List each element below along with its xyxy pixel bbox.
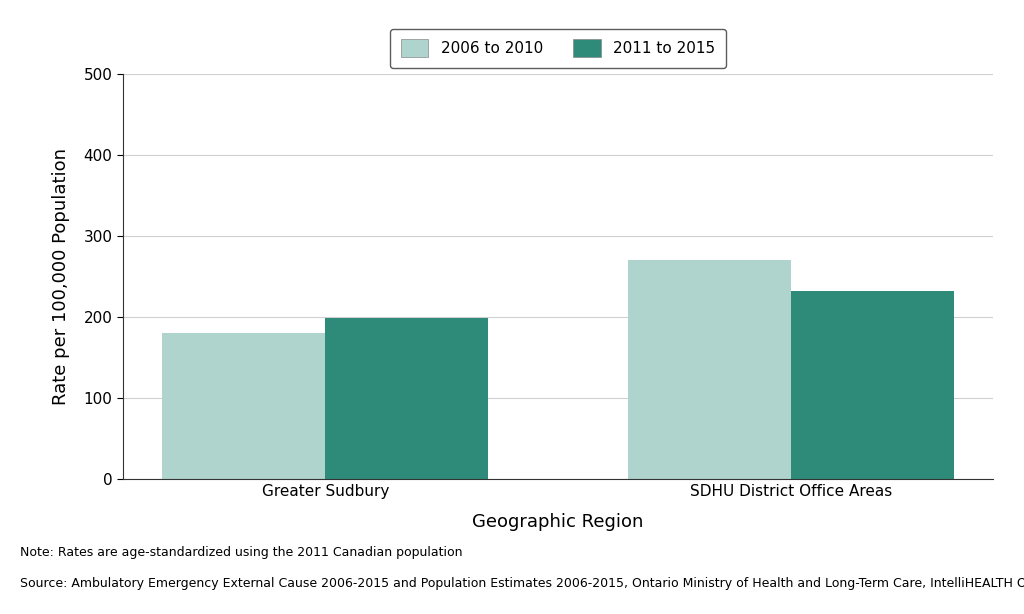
Bar (326, 319, 488, 479)
Y-axis label: Rate per 100,000 Population: Rate per 100,000 Population (51, 148, 70, 405)
Bar (628, 260, 791, 479)
Bar (791, 291, 953, 479)
Text: Note: Rates are age-standardized using the 2011 Canadian population: Note: Rates are age-standardized using t… (20, 546, 463, 559)
X-axis label: Geographic Region: Geographic Region (472, 513, 644, 530)
Text: Source: Ambulatory Emergency External Cause 2006-2015 and Population Estimates 2: Source: Ambulatory Emergency External Ca… (20, 577, 1024, 590)
Bar (163, 333, 326, 479)
Legend: 2006 to 2010, 2011 to 2015: 2006 to 2010, 2011 to 2015 (390, 29, 726, 68)
